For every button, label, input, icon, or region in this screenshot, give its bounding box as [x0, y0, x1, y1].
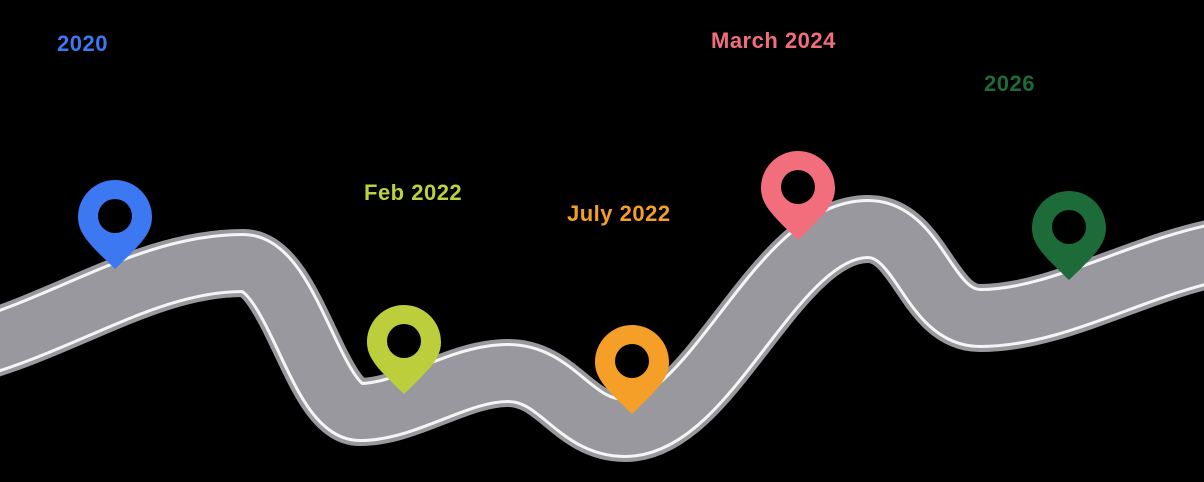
road	[0, 194, 1204, 463]
milestone-label-july-2022: July 2022	[567, 201, 671, 226]
road-inner	[0, 201, 1204, 456]
milestone-label-2026: 2026	[984, 71, 1035, 96]
milestone-label-march-2024: March 2024	[711, 28, 836, 53]
milestone-label-feb-2022: Feb 2022	[364, 180, 463, 205]
milestone-label-2020: 2020	[57, 31, 108, 56]
